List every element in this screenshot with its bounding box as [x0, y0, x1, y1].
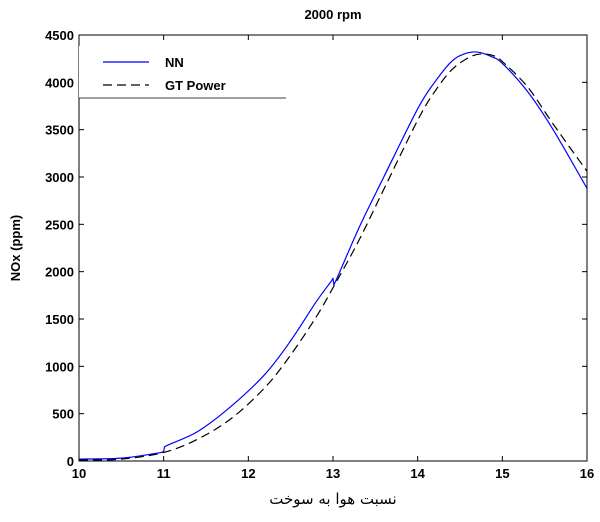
y-tick-label: 3500	[45, 123, 74, 138]
x-tick-label: 16	[580, 466, 594, 481]
x-tick-label: 11	[157, 466, 171, 481]
series-line-gt-power	[78, 53, 588, 461]
x-tick-label: 10	[72, 466, 86, 481]
y-tick-label: 2500	[45, 217, 74, 232]
series-line-nn	[78, 51, 588, 460]
y-tick-label: 2000	[45, 265, 74, 280]
x-tick-label: 12	[241, 466, 255, 481]
y-tick-label: 1500	[45, 312, 74, 327]
y-tick-label: 1000	[45, 359, 74, 374]
plot-layer: 10 11 12 13 14 15 16 0 500 1000 1500 2000 2500 3000 35…	[45, 28, 594, 481]
y-tick-label: 3000	[45, 170, 74, 185]
y-axis-label: NOx (ppm)	[8, 215, 23, 281]
y-tick-label: 500	[52, 407, 74, 422]
y-tick-label: 4500	[45, 28, 74, 43]
x-axis-label: نسبت هوا به سوخت	[269, 490, 396, 508]
y-tick-label: 4000	[45, 75, 74, 90]
chart-title: 2000 rpm	[304, 7, 361, 22]
x-tick-label: 13	[326, 466, 340, 481]
x-tick-label: 14	[410, 466, 425, 481]
legend-label-gt-power: GT Power	[165, 78, 226, 93]
legend-box	[79, 46, 286, 98]
x-tick-label: 15	[495, 466, 509, 481]
y-tick-label: 0	[67, 454, 74, 469]
legend-label-nn: NN	[165, 55, 184, 70]
legend: NN GT Power	[79, 46, 286, 99]
